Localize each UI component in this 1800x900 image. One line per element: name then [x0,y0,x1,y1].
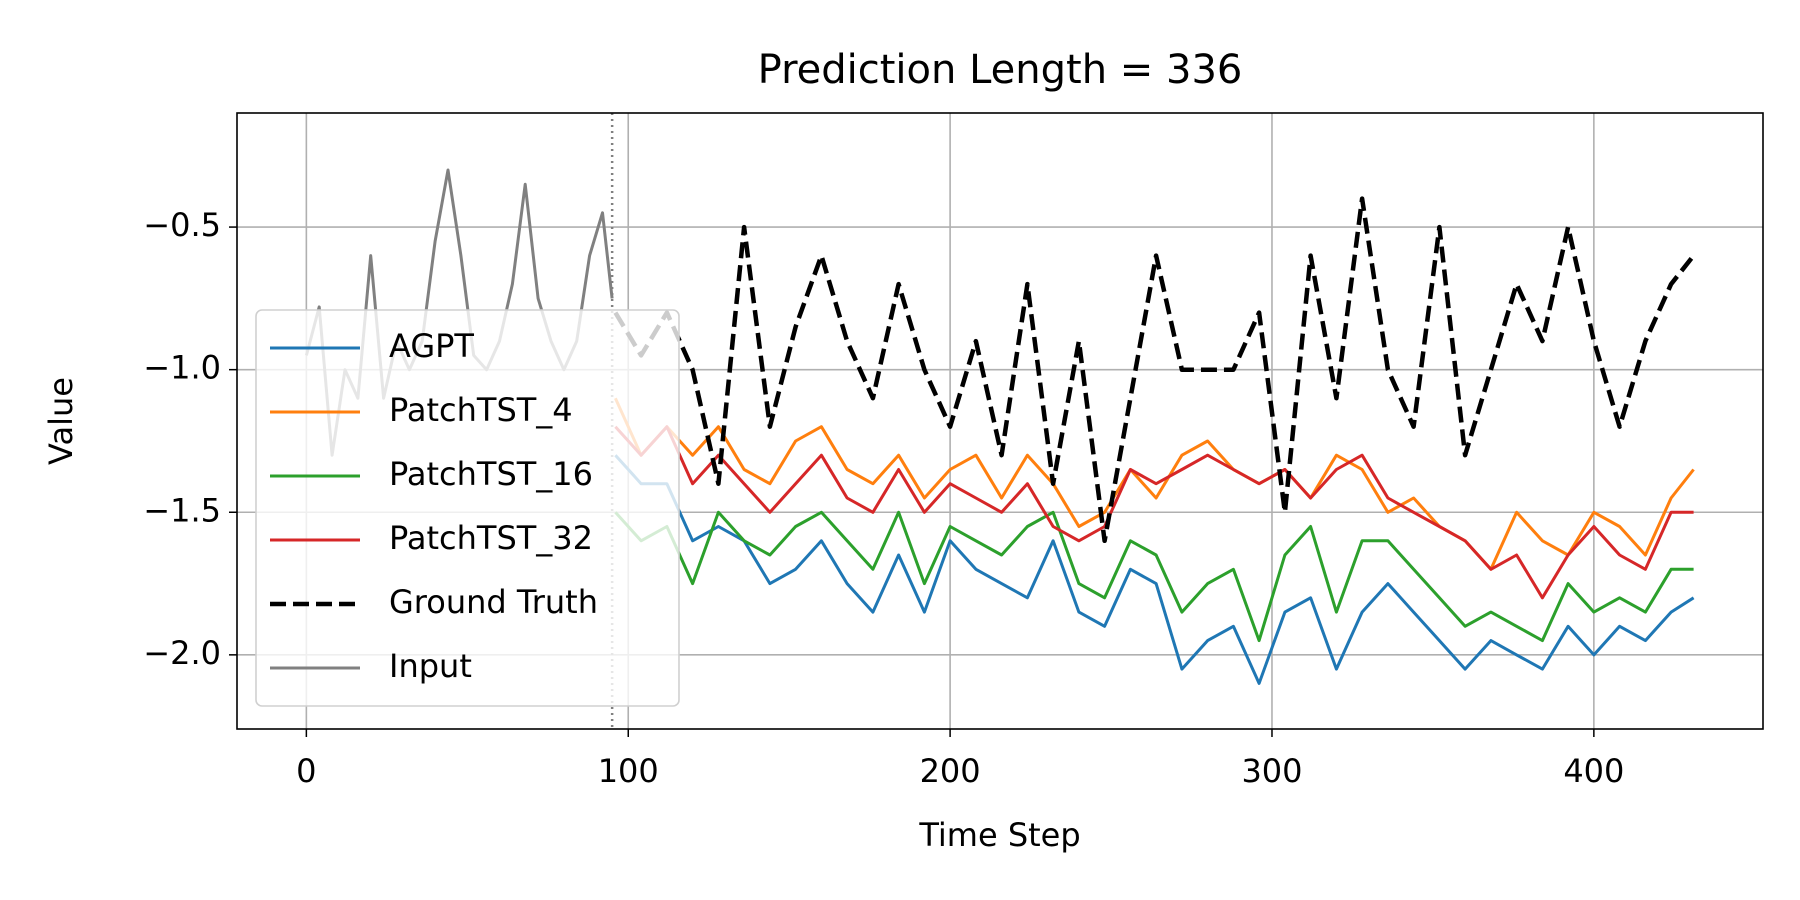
legend-label: Input [389,647,472,685]
series-line [614,454,1695,685]
x-tick-label: 400 [1563,752,1624,790]
legend-label: AGPT [389,327,474,365]
legend-label: Ground Truth [389,583,598,621]
plot-frame [236,112,1764,730]
series-line [614,425,1694,600]
series-line [613,196,1696,544]
y-tick-label: −0.5 [143,206,221,244]
x-tick-label: 200 [920,752,981,790]
legend-box [255,309,680,707]
series-line [614,397,1695,571]
y-tick-label: −1.5 [143,491,221,529]
chart-title: Prediction Length = 336 [758,47,1243,93]
series-line [614,510,1694,643]
legend-label: PatchTST_4 [389,391,573,429]
x-tick-label: 100 [598,752,659,790]
x-tick-label: 0 [296,752,316,790]
y-tick-label: −1.0 [143,349,221,387]
y-tick-label: −2.0 [143,634,221,672]
legend-label: PatchTST_32 [389,519,593,557]
legend-label: PatchTST_16 [389,455,593,493]
y-axis-label: Value [42,377,80,465]
x-tick-label: 300 [1241,752,1302,790]
x-axis-label: Time Step [918,816,1080,854]
